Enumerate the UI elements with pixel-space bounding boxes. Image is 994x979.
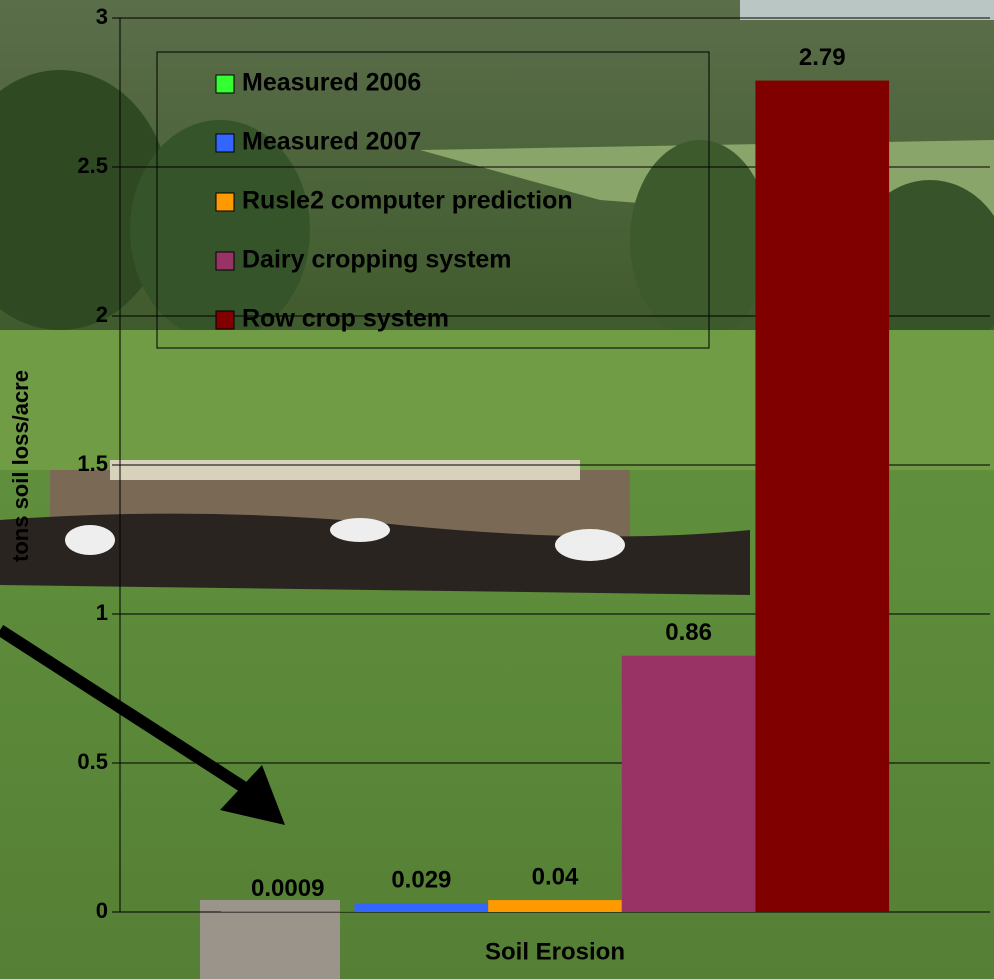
y-tick-label: 0 [96, 898, 108, 923]
value-label: 0.86 [665, 619, 712, 646]
legend-label: Dairy cropping system [242, 246, 512, 274]
value-label: 0.04 [532, 863, 579, 890]
legend-swatch [215, 310, 235, 330]
bar [621, 655, 756, 912]
y-tick-label: 3 [96, 4, 108, 29]
value-label: 0.0009 [251, 875, 324, 902]
y-tick-label: 1.5 [77, 451, 108, 476]
legend-label: Row crop system [242, 305, 449, 333]
bar [354, 903, 489, 912]
y-tick-label: 0.5 [77, 749, 108, 774]
y-tick-label: 2 [96, 302, 108, 327]
legend-swatch [215, 133, 235, 153]
legend-swatch [215, 74, 235, 94]
y-axis-label: tons soil loss/acre [8, 370, 33, 562]
legend-label: Measured 2007 [242, 128, 421, 156]
legend-label: Rusle2 computer prediction [242, 187, 573, 215]
y-tick-label: 2.5 [77, 153, 108, 178]
value-label: 0.029 [391, 867, 451, 894]
x-tick-label: Soil Erosion [485, 938, 625, 965]
bar [488, 900, 622, 912]
arrow-head [220, 765, 285, 825]
legend-box [156, 51, 710, 349]
legend-label: Measured 2006 [242, 69, 421, 97]
legend-swatch [215, 192, 235, 212]
value-label: 2.79 [799, 44, 846, 71]
legend-swatch [215, 251, 235, 271]
y-tick-label: 1 [96, 600, 108, 625]
bar [755, 80, 890, 912]
